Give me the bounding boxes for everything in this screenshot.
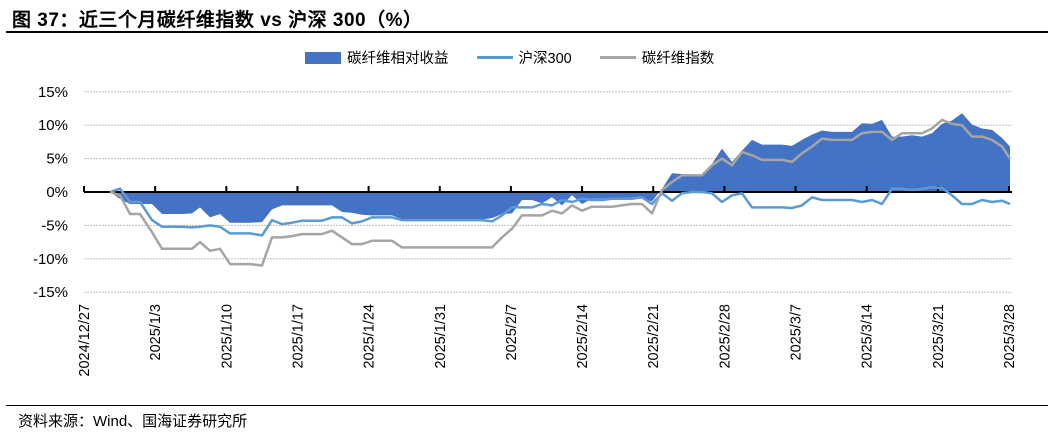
- legend-item-relative-return: 碳纤维相对收益: [305, 47, 449, 68]
- x-tick-label: 2025/3/14: [860, 304, 876, 369]
- carbon-index-line: [109, 118, 1012, 267]
- x-tick-label: 2025/1/17: [290, 304, 306, 369]
- area-swatch-icon: [305, 51, 341, 64]
- x-axis-labels: 2024/12/27 2025/1/3 2025/1/10 2025/1/17 2025…: [77, 304, 1018, 377]
- y-tick-label: -5%: [41, 217, 68, 234]
- x-tick-label: 2025/3/7: [789, 304, 805, 360]
- x-tick-label: 2025/2/14: [575, 304, 591, 369]
- x-tick-label: 2024/12/27: [77, 304, 93, 377]
- x-tick-label: 2025/1/10: [219, 304, 235, 369]
- legend-label: 碳纤维相对收益: [347, 51, 449, 67]
- x-tick-label: 2025/3/28: [1002, 304, 1018, 369]
- hs300-line: [109, 186, 1011, 237]
- x-tick-label: 2025/2/28: [717, 304, 733, 369]
- x-tick-label: 2025/1/31: [433, 304, 449, 369]
- y-tick-label: 10%: [38, 117, 68, 134]
- y-tick-label: -10%: [33, 251, 68, 268]
- figure-title: 图 37：近三个月碳纤维指数 vs 沪深 300（%）: [12, 10, 423, 31]
- legend-label: 沪深300: [518, 51, 572, 67]
- y-tick-label: 5%: [46, 151, 68, 168]
- zero-axis: [83, 186, 1012, 193]
- x-tick-label: 2025/1/3: [148, 304, 164, 360]
- x-tick-label: 2025/3/21: [931, 304, 947, 369]
- source-note: 资料来源：Wind、国海证券研究所: [18, 413, 248, 430]
- title-divider: [6, 31, 1048, 33]
- y-tick-label: 15%: [38, 84, 68, 101]
- legend-item-hs300: 沪深300: [476, 47, 572, 68]
- x-tick-label: 2025/2/7: [504, 304, 520, 360]
- y-axis-labels: 15% 10% 5% 0% -5% -10% -15%: [33, 84, 68, 301]
- x-tick-label: 2025/1/24: [362, 304, 378, 369]
- line-swatch-icon: [599, 56, 636, 59]
- y-tick-label: 0%: [46, 184, 68, 201]
- legend-label: 碳纤维指数: [641, 51, 715, 67]
- chart-legend: 碳纤维相对收益 沪深300 碳纤维指数: [305, 47, 742, 68]
- legend-item-carbon-index: 碳纤维指数: [599, 47, 715, 68]
- relative-return-area: [110, 113, 1010, 223]
- x-tick-label: 2025/2/21: [646, 304, 662, 369]
- line-swatch-icon: [476, 56, 513, 59]
- source-divider: [6, 405, 1048, 406]
- gridlines: [84, 91, 1012, 293]
- y-tick-label: -15%: [33, 284, 68, 301]
